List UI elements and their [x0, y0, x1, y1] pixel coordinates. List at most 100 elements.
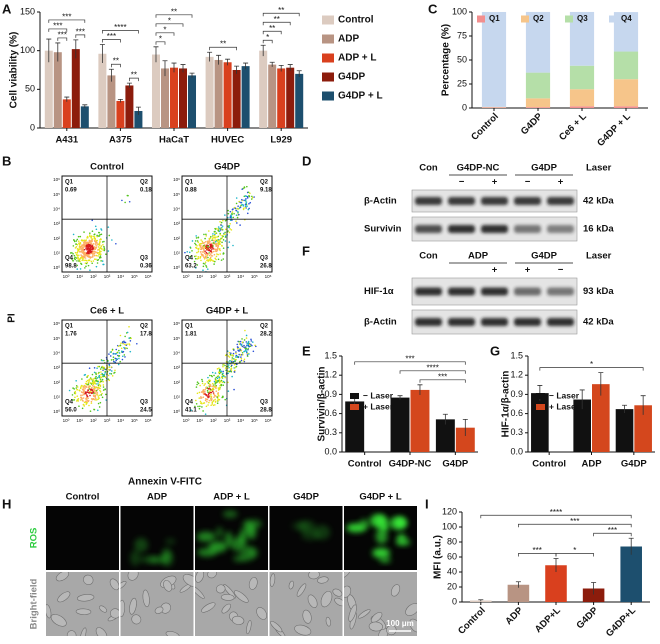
cell-event — [77, 258, 79, 260]
cell-event — [214, 227, 216, 230]
cell-event — [83, 405, 86, 407]
cell-event — [191, 250, 193, 252]
cell-event — [245, 334, 248, 337]
cell-event — [90, 236, 92, 239]
cell-event — [214, 239, 217, 241]
cell-event — [77, 235, 80, 238]
cell-event — [205, 233, 207, 236]
cell-event — [92, 378, 95, 380]
y-tick-label: 100 — [442, 521, 457, 531]
cell-event — [249, 192, 251, 195]
cell-event — [234, 207, 237, 210]
bar — [53, 52, 62, 128]
cell-outline — [269, 573, 276, 587]
cell-event — [78, 242, 80, 244]
cell-event — [213, 234, 216, 237]
panel-label: C — [428, 1, 438, 16]
cell-event — [233, 358, 236, 360]
y-tick-label: 0.6 — [510, 408, 523, 418]
cell-event — [113, 352, 115, 355]
cell-event — [97, 398, 99, 401]
y-tick-label: 10⁶ — [173, 321, 180, 326]
cell-event — [104, 371, 107, 374]
cell-event — [124, 356, 126, 358]
cell-event — [215, 379, 218, 382]
cell-event — [217, 258, 220, 261]
cell-event — [211, 401, 214, 404]
cell-event — [214, 257, 217, 260]
cell-event — [233, 388, 235, 391]
cell-event — [80, 386, 82, 389]
cell-event — [211, 239, 213, 242]
cell-event — [90, 402, 93, 404]
cell-event — [239, 224, 241, 226]
cell-event — [216, 381, 218, 384]
cell-event — [72, 387, 74, 389]
cell-event — [227, 225, 230, 228]
cell-event — [198, 397, 201, 399]
blot-band — [415, 287, 442, 296]
cell-event — [93, 387, 96, 390]
cell-event — [97, 255, 99, 257]
cell-event — [238, 350, 240, 352]
bar — [71, 49, 80, 129]
cell-event — [118, 355, 120, 357]
bar — [455, 427, 475, 452]
cell-event — [216, 227, 218, 230]
ros-signal — [208, 541, 227, 553]
cell-event — [201, 380, 204, 383]
cell-event — [91, 384, 94, 387]
cell-event — [100, 233, 103, 236]
ros-image — [120, 506, 194, 570]
x-tick-label: 10¹ — [196, 274, 203, 279]
cell-event — [207, 379, 210, 382]
significance-label: * — [573, 546, 576, 555]
blot-band — [415, 318, 442, 326]
quadrant-value: 28.8 — [260, 408, 272, 414]
cell-event — [250, 338, 252, 341]
cell-event — [228, 366, 230, 369]
cell-event — [100, 376, 103, 379]
cell-event — [86, 255, 89, 258]
blot-band — [481, 287, 508, 296]
cell-event — [126, 347, 128, 350]
cell-event — [76, 260, 78, 262]
cell-event — [246, 185, 248, 188]
x-tick-label: Control — [348, 459, 382, 470]
quadrant-name: Q1 — [185, 180, 194, 186]
cell-event — [114, 357, 117, 360]
laser-sign: − — [459, 177, 465, 188]
cell-event — [224, 398, 226, 401]
cell-event — [227, 364, 230, 366]
ros-signal — [386, 517, 407, 530]
cell-event — [205, 235, 208, 237]
quadrant-name: Q2 — [140, 180, 149, 186]
cell-event — [236, 207, 239, 210]
image-bg — [46, 506, 119, 570]
panel-label: A — [2, 1, 12, 16]
bar — [277, 68, 286, 128]
cell-event — [103, 373, 106, 376]
cell-event — [216, 249, 219, 251]
cell-event — [211, 238, 214, 240]
cell-event — [218, 395, 220, 397]
cell-event — [250, 340, 253, 342]
y-tick-label: 100 — [452, 6, 467, 16]
cell-event — [85, 396, 88, 399]
cell-event — [124, 335, 126, 338]
ros-signal — [165, 538, 176, 545]
bar-segment — [569, 11, 595, 66]
y-tick-label: 0 — [452, 596, 457, 606]
cell-event — [237, 205, 239, 207]
cell-event — [92, 381, 94, 384]
cell-event — [87, 374, 89, 377]
bar — [188, 75, 197, 128]
cell-event — [79, 242, 82, 245]
cell-event — [91, 230, 94, 233]
cell-event — [208, 396, 210, 398]
cell-event — [102, 374, 104, 376]
bar-segment — [613, 79, 639, 107]
cell-event — [217, 253, 219, 256]
cell-event — [232, 352, 235, 355]
cell-event — [217, 387, 220, 389]
